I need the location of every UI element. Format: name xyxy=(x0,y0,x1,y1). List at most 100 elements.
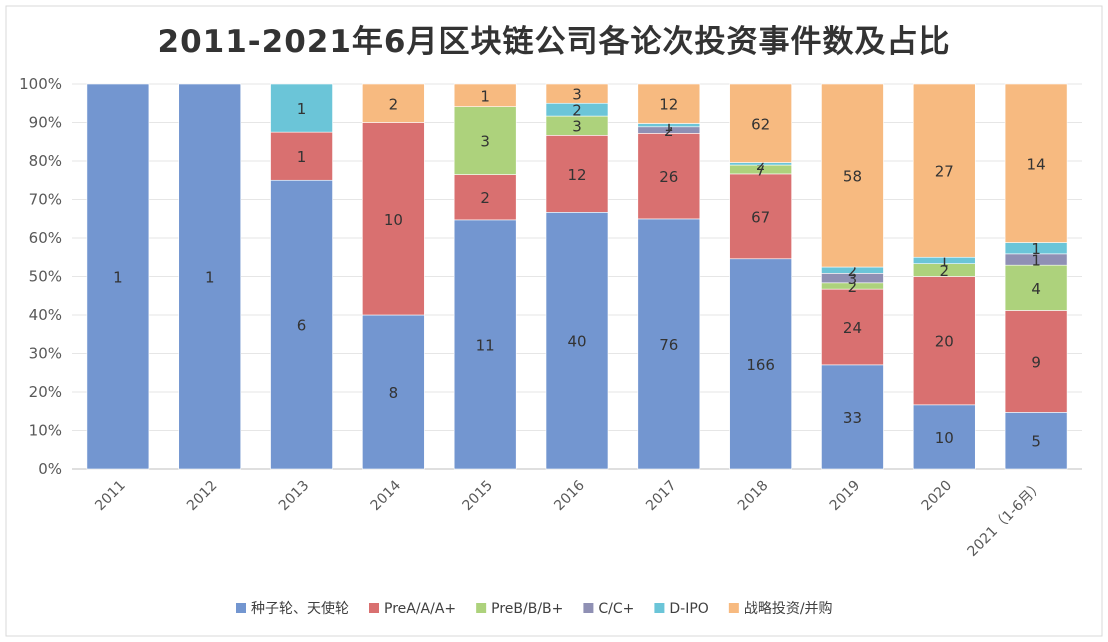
bar-segment xyxy=(362,314,425,470)
x-tick-label: 2018 xyxy=(735,478,772,515)
y-tick-label: 50% xyxy=(29,268,62,286)
bar-segment xyxy=(545,212,609,470)
bar-segment xyxy=(545,83,609,104)
y-tick-label: 30% xyxy=(29,345,62,363)
bar-segment xyxy=(270,83,333,133)
bar-data-label: 1 xyxy=(297,100,307,118)
legend-label: PreA/A/A+ xyxy=(384,601,456,617)
bar-data-label: 33 xyxy=(843,409,862,427)
bar-data-label: 2 xyxy=(848,278,858,296)
y-tick-label: 60% xyxy=(29,229,62,247)
bar-segment xyxy=(86,83,150,470)
bar-data-label: 12 xyxy=(567,166,586,184)
legend-label: 战略投资/并购 xyxy=(744,601,833,617)
legend-swatch xyxy=(476,603,487,613)
bar-data-label: 2 xyxy=(939,262,949,280)
bar-data-label: 4 xyxy=(1031,280,1041,298)
bar-data-label: 76 xyxy=(659,336,678,354)
legend-swatch xyxy=(728,603,739,613)
x-tick-label: 2019 xyxy=(827,478,864,515)
x-tick-label: 2015 xyxy=(459,478,496,515)
bar-segment xyxy=(362,83,425,123)
bar-data-label: 1 xyxy=(664,117,674,135)
bar-data-label: 2 xyxy=(756,156,766,174)
bar-segment xyxy=(729,83,792,163)
x-tick-label: 2017 xyxy=(643,478,680,515)
bar-data-label: 58 xyxy=(843,168,862,186)
y-tick-label: 90% xyxy=(29,114,62,132)
legend-swatch xyxy=(583,603,594,613)
bar-segment xyxy=(637,133,701,220)
legend-label: PreB/B/B+ xyxy=(491,601,563,617)
bar-data-label: 1 xyxy=(1031,252,1041,270)
bar-data-label: 67 xyxy=(751,208,770,226)
bar-segment xyxy=(453,174,517,221)
bar-segment xyxy=(821,83,884,268)
legend-swatch xyxy=(654,603,665,613)
bar-data-label: 2 xyxy=(848,262,858,280)
bar-data-label: 2 xyxy=(480,189,490,207)
bar-data-label: 5 xyxy=(1031,433,1041,451)
bar-segment xyxy=(545,135,609,213)
bar-data-label: 3 xyxy=(572,86,582,104)
bar-data-label: 10 xyxy=(384,211,403,229)
bar-data-label: 2 xyxy=(572,102,582,120)
bar-data-label: 12 xyxy=(659,96,678,114)
bar-data-label: 3 xyxy=(572,118,582,136)
bar-data-label: 14 xyxy=(1027,155,1046,173)
bar-segment xyxy=(1004,83,1068,243)
x-tick-label: 2013 xyxy=(276,478,313,515)
bar-data-label: 27 xyxy=(935,163,954,181)
bar-segment xyxy=(178,83,242,470)
bar-data-label: 9 xyxy=(1031,353,1041,371)
y-tick-label: 80% xyxy=(29,152,62,170)
x-tick-label: 2020 xyxy=(919,478,956,515)
bar-segment xyxy=(453,219,517,470)
bar-segment xyxy=(270,131,333,181)
bar-data-label: 1 xyxy=(1031,240,1041,258)
bar-data-label: 62 xyxy=(751,115,770,133)
bar-data-label: 3 xyxy=(848,270,858,288)
bar-data-label: 7 xyxy=(756,161,766,179)
y-tick-label: 40% xyxy=(29,306,62,324)
bar-data-label: 10 xyxy=(935,429,954,447)
y-tick-label: 20% xyxy=(29,383,62,401)
bar-data-label: 40 xyxy=(567,333,586,351)
legend-swatch xyxy=(236,603,246,613)
bar-data-label: 3 xyxy=(480,133,490,151)
bar-data-label: 1 xyxy=(939,252,949,270)
x-tick-label: 2016 xyxy=(551,477,588,514)
bar-data-label: 2 xyxy=(389,95,399,113)
bar-data-label: 1 xyxy=(480,87,490,105)
bar-data-label: 26 xyxy=(659,168,678,186)
bar-data-label: 20 xyxy=(935,333,954,351)
x-tick-label: 2011 xyxy=(92,478,129,515)
bar-segment xyxy=(729,173,792,260)
y-tick-label: 100% xyxy=(19,75,62,93)
bar-segment xyxy=(912,276,976,406)
bar-segment xyxy=(729,258,792,470)
bar-segment xyxy=(453,106,517,175)
y-tick-label: 70% xyxy=(29,191,62,209)
y-tick-label: 0% xyxy=(38,460,62,478)
bar-data-label: 11 xyxy=(476,336,495,354)
bar-segment xyxy=(453,83,517,107)
bar-segment xyxy=(637,83,701,124)
x-tick-label: 2012 xyxy=(184,478,221,515)
bar-data-label: 24 xyxy=(843,319,862,337)
bar-segment xyxy=(362,122,425,316)
bar-data-label: 166 xyxy=(746,356,775,374)
legend-swatch xyxy=(369,603,379,613)
bar-data-label: 8 xyxy=(389,384,399,402)
bar-data-label: 1 xyxy=(205,269,215,287)
chart-frame xyxy=(5,5,1103,637)
legend-label: 种子轮、天使轮 xyxy=(251,600,349,617)
bar-data-label: 6 xyxy=(297,317,307,335)
bar-data-label: 2 xyxy=(664,122,674,140)
x-tick-label: 2021（1-6月） xyxy=(965,478,1047,560)
bar-data-label: 1 xyxy=(113,269,123,287)
legend-label: D-IPO xyxy=(669,601,708,617)
chart-title: 2011-2021年6月区块链公司各论次投资事件数及占比 xyxy=(157,24,951,60)
